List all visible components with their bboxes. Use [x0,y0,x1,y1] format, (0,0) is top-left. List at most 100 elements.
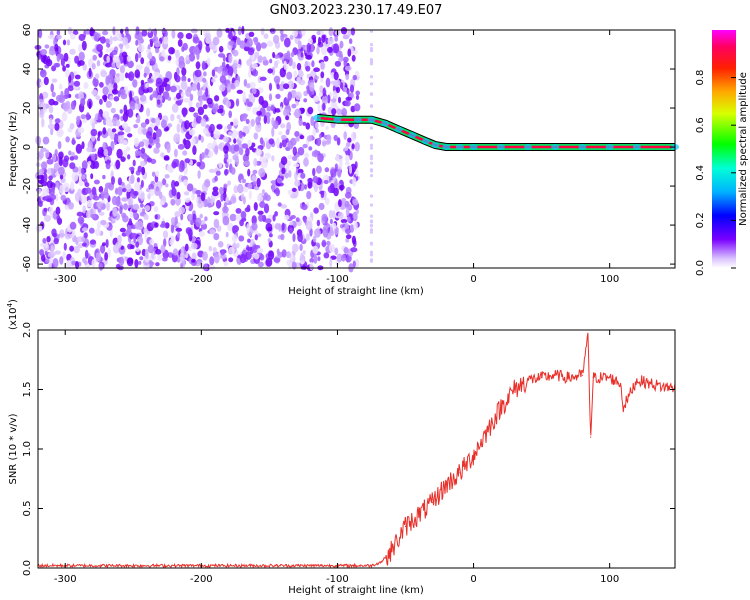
noise-speck [41,253,46,262]
noise-speck [56,214,61,224]
noise-speck [298,79,306,86]
noise-speck [153,206,159,212]
noise-speck [326,94,331,104]
noise-speck [265,112,271,118]
noise-speck [207,142,214,150]
noise-speck [81,160,88,170]
noise-speck [305,220,313,231]
noise-speck [142,138,147,143]
noise-speck [171,179,176,190]
noise-speck [141,166,146,176]
noise-speck [171,29,176,39]
noise-speck [278,131,283,136]
noise-speck [122,122,128,130]
spectrogram-trace [313,113,679,151]
noise-speck [228,257,234,263]
noise-speck [151,171,156,177]
noise-speck [65,260,72,269]
noise-speck [369,157,374,161]
noise-speck [127,60,134,69]
noise-speck [111,128,117,133]
noise-speck [323,55,329,62]
noise-speck [263,33,269,39]
noise-speck [117,32,122,41]
noise-speck [96,221,101,230]
noise-speck [369,82,374,86]
noise-speck [103,148,109,157]
signal-trace-point [421,138,430,145]
noise-speck [337,168,342,178]
noise-speck [188,213,194,222]
noise-speck [246,59,253,66]
noise-speck [120,156,126,163]
noise-speck [82,63,87,71]
noise-speck [47,123,55,130]
noise-speck [174,211,181,218]
noise-speck [237,26,242,36]
noise-speck [279,29,284,35]
noise-speck [50,244,54,255]
noise-speck [223,145,229,154]
spectrogram-x-tick-label: -200 [190,274,213,285]
noise-speck [167,55,172,61]
noise-speck [126,183,132,193]
noise-speck [226,158,233,163]
noise-speck [320,71,325,79]
noise-speck [251,215,257,225]
noise-speck [137,44,145,53]
noise-speck [333,134,338,142]
noise-speck [68,74,72,83]
noise-speck [65,63,70,68]
noise-speck [44,250,48,256]
noise-speck [205,87,209,98]
noise-speck [257,194,263,202]
noise-speck [81,174,86,180]
noise-speck [248,93,253,99]
noise-speck [133,124,139,129]
noise-speck [317,153,324,163]
noise-speck [295,91,302,101]
noise-speck [300,172,306,179]
noise-speck [299,243,303,252]
noise-speck [265,222,273,232]
noise-speck [336,253,343,263]
noise-speck [53,237,59,245]
noise-speck [163,155,170,161]
noise-speck [214,95,220,102]
snr-x-ticks: -300 -200 -100 0 100 [54,330,619,585]
noise-speck [239,40,246,49]
noise-speck [90,128,98,137]
noise-speck [200,192,206,202]
spectrogram-y-ticks: -60 -40 -20 0 20 40 60 [22,24,675,272]
noise-speck [262,56,267,61]
noise-speck [254,229,259,236]
noise-speck [102,127,107,135]
noise-speck [216,124,223,130]
snr-point [663,386,665,388]
noise-speck [267,238,271,243]
noise-speck [217,108,224,114]
noise-speck [53,162,60,172]
noise-speck [231,129,238,139]
noise-speck [209,256,215,266]
noise-speck [214,175,218,182]
noise-speck [328,27,334,37]
noise-speck [82,242,87,247]
noise-speck [44,214,51,222]
snr-line [37,332,676,569]
noise-speck [250,118,255,127]
noise-speck [297,29,302,35]
noise-speck [202,127,209,135]
colorbar-tick-label: 0.4 [695,165,706,181]
noise-speck [67,26,73,35]
noise-speck [109,95,114,101]
noise-speck [95,228,101,237]
snr-point [380,561,382,563]
noise-speck [194,69,202,78]
noise-speck [95,95,101,100]
noise-speck [208,245,213,252]
noise-speck [155,77,163,85]
noise-speck [127,133,133,138]
noise-speck [230,167,236,175]
noise-speck [230,196,237,204]
